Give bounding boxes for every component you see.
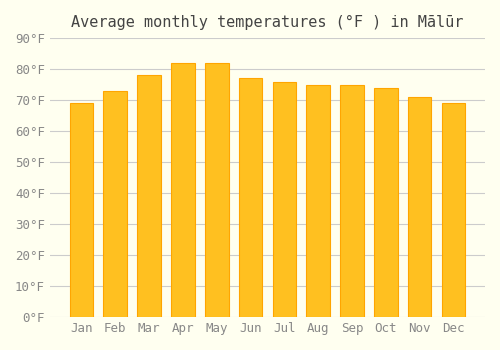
Bar bbox=[205, 63, 229, 317]
Title: Average monthly temperatures (°F ) in Mālūr: Average monthly temperatures (°F ) in Mā… bbox=[71, 15, 464, 30]
Bar bbox=[442, 103, 465, 317]
Bar bbox=[138, 75, 161, 317]
Bar bbox=[272, 82, 296, 317]
Bar bbox=[171, 63, 194, 317]
Bar bbox=[374, 88, 398, 317]
Bar bbox=[238, 78, 262, 317]
Bar bbox=[104, 91, 127, 317]
Bar bbox=[340, 85, 364, 317]
Bar bbox=[408, 97, 432, 317]
Bar bbox=[306, 85, 330, 317]
Bar bbox=[70, 103, 94, 317]
